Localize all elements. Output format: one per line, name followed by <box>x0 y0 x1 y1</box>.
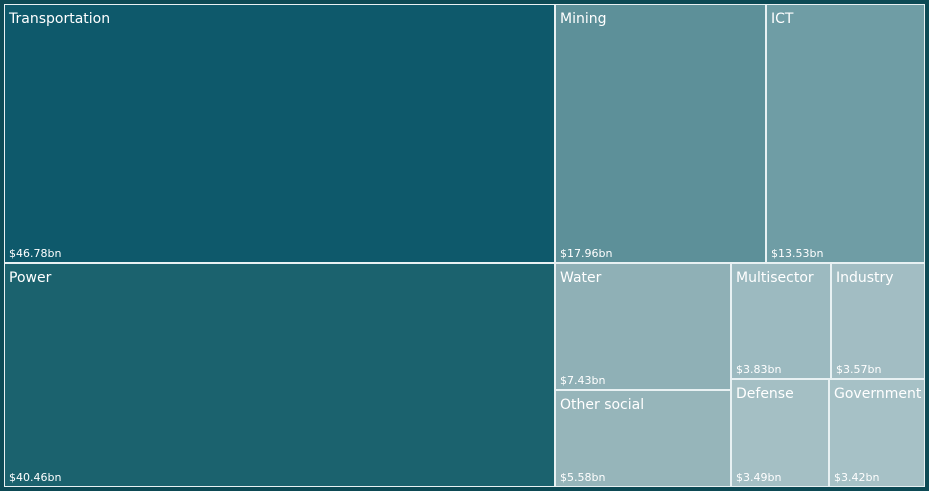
treemap-tile-ict[interactable]: ICT $13.53bn <box>766 4 925 263</box>
tile-label: Power <box>9 270 52 286</box>
tile-label: Multisector <box>736 270 814 286</box>
tile-value-label: $3.49bn <box>736 471 782 484</box>
treemap-tile-mining[interactable]: Mining $17.96bn <box>555 4 766 263</box>
treemap-tile-industry[interactable]: Industry $3.57bn <box>831 263 925 379</box>
tile-label: Other social <box>560 397 645 413</box>
treemap-tile-defense[interactable]: Defense $3.49bn <box>731 379 829 487</box>
tile-label: Defense <box>736 386 794 402</box>
tile-value-label: $3.42bn <box>834 471 880 484</box>
tile-value-label: $17.96bn <box>560 247 613 260</box>
tile-value-label: $3.57bn <box>836 363 882 376</box>
treemap-tile-multisector[interactable]: Multisector $3.83bn <box>731 263 831 379</box>
tile-value-label: $5.58bn <box>560 471 606 484</box>
tile-label: Water <box>560 270 602 286</box>
tile-label: Government <box>834 386 922 402</box>
tile-label: ICT <box>771 11 794 27</box>
tile-value-label: $46.78bn <box>9 247 62 260</box>
treemap-tile-transportation[interactable]: Transportation $46.78bn <box>4 4 555 263</box>
treemap-tile-water[interactable]: Water $7.43bn <box>555 263 731 390</box>
tile-value-label: $40.46bn <box>9 471 62 484</box>
tile-value-label: $3.83bn <box>736 363 782 376</box>
treemap-tile-government[interactable]: Government $3.42bn <box>829 379 925 487</box>
tile-value-label: $7.43bn <box>560 374 606 387</box>
treemap-tile-other-social[interactable]: Other social $5.58bn <box>555 390 731 487</box>
tile-label: Mining <box>560 11 607 27</box>
treemap-tile-power[interactable]: Power $40.46bn <box>4 263 555 487</box>
tile-label: Transportation <box>9 11 111 27</box>
tile-label: Industry <box>836 270 894 286</box>
tile-value-label: $13.53bn <box>771 247 824 260</box>
